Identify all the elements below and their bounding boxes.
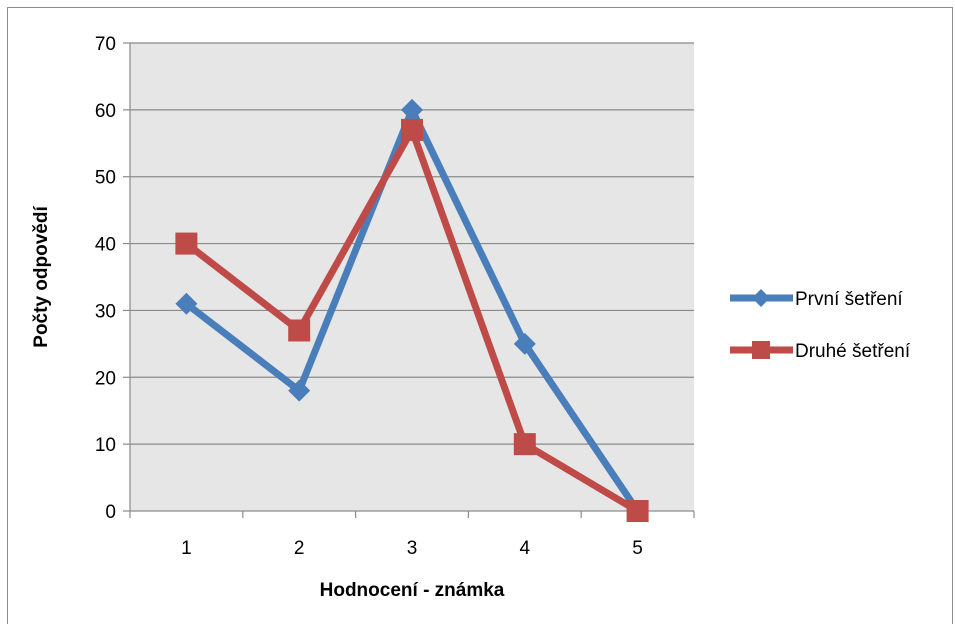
data-point-square: [627, 500, 649, 522]
y-axis-ticks: 0 10 20 30 40 50 60 70: [95, 34, 116, 523]
data-point-diamond: [752, 289, 770, 307]
data-point-square: [401, 119, 423, 141]
y-axis-title: Počty odpovědí: [31, 206, 52, 348]
y-tick-label: 50: [95, 168, 116, 189]
legend-item-2: Druhé šetření: [730, 341, 911, 362]
y-tick-label: 70: [95, 34, 116, 55]
x-tick-label: 3: [407, 538, 418, 559]
legend: První šetření Druhé šetření: [730, 289, 911, 362]
x-tick-label: 1: [181, 538, 192, 559]
x-axis-title: Hodnocení - známka: [320, 580, 505, 601]
legend-label: Druhé šetření: [795, 341, 911, 362]
data-point-square: [175, 233, 197, 255]
y-tick-label: 40: [95, 235, 116, 256]
x-axis-ticks: 1 2 3 4 5: [181, 538, 643, 559]
data-point-square: [514, 433, 536, 455]
legend-item-1: První šetření: [730, 289, 903, 310]
data-point-square: [752, 341, 770, 359]
y-tick-label: 60: [95, 101, 116, 122]
x-tick-label: 5: [632, 538, 643, 559]
y-tick-label: 10: [95, 435, 116, 456]
y-tick-label: 0: [105, 502, 116, 523]
data-point-square: [288, 319, 310, 341]
x-tick-label: 4: [520, 538, 531, 559]
x-tick-label: 2: [294, 538, 305, 559]
y-tick-label: 30: [95, 301, 116, 322]
y-tick-label: 20: [95, 368, 116, 389]
legend-label: První šetření: [795, 289, 903, 310]
